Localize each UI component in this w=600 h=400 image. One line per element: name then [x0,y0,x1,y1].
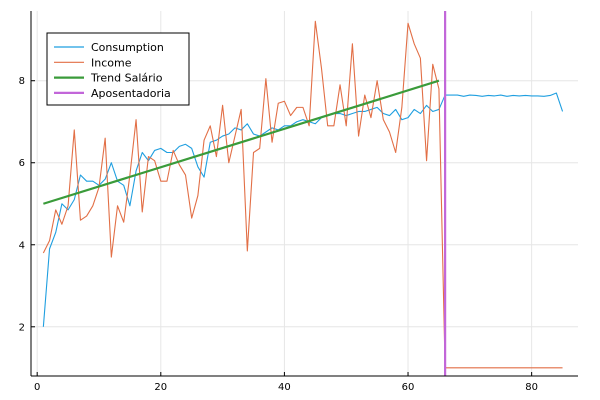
x-tick-label: 80 [525,382,538,393]
legend-label: Trend Salário [90,72,163,85]
x-tick-label: 0 [34,382,40,393]
series-1-line [42,20,563,369]
x-tick-label: 20 [154,382,167,393]
series-layer [42,11,564,376]
y-tick-label: 4 [19,240,25,251]
legend-label: Consumption [91,41,164,54]
y-tick-label: 2 [19,322,25,333]
legend-label: Income [91,56,132,69]
y-tick-label: 6 [19,158,25,169]
legend: Consumption Income Trend Salário Aposentado… [46,32,190,106]
axes: 0 20 40 60 80 2 4 6 8 [19,11,578,393]
series-0-line [42,92,564,327]
x-tick-label: 40 [278,382,291,393]
x-tick-label: 60 [402,382,415,393]
series-2-line [43,79,440,205]
y-tick-label: 8 [19,76,25,87]
legend-label: Aposentadoria [91,87,171,100]
